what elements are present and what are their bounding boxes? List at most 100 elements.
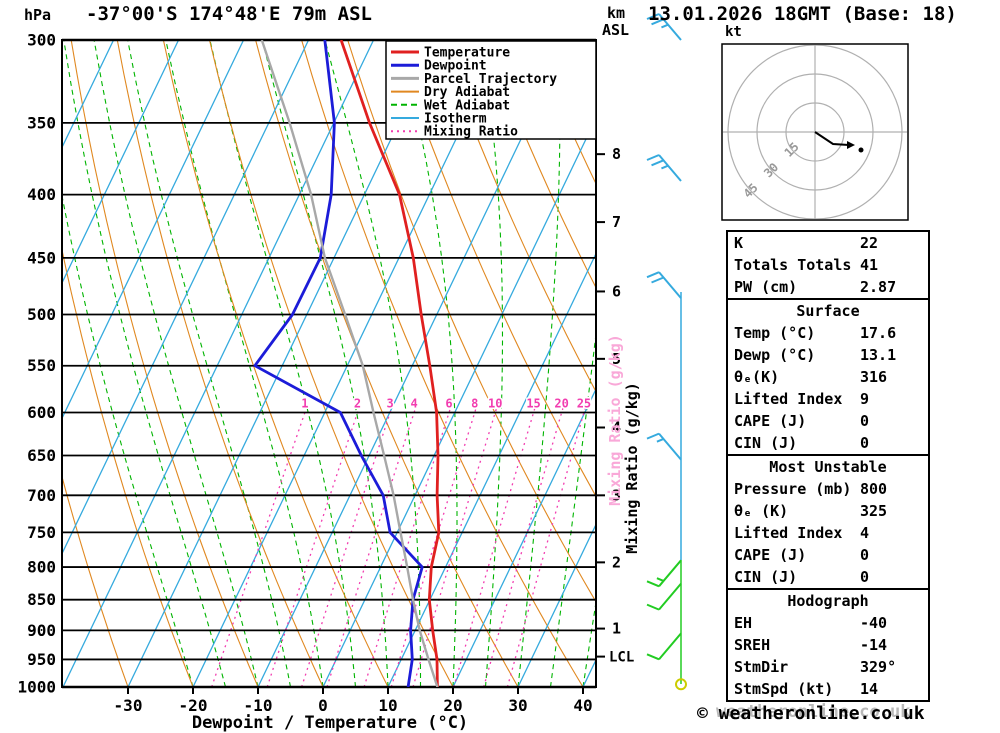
temperature-tick-label: 20	[443, 696, 462, 715]
table-row-label: Pressure (mb)	[734, 480, 852, 498]
table-row-label: EH	[734, 614, 753, 632]
pressure-tick-label: 650	[27, 446, 56, 465]
hodograph-dot	[858, 147, 864, 153]
mixing-ratio-labels: 1 2 3 4 6 8 10 15 20 25	[300, 395, 593, 412]
table-row-value: 325	[860, 502, 888, 520]
mixing-ratio-value: 15	[526, 396, 540, 410]
mixing-ratio-axis-label: Mixing Ratio (g/kg)	[623, 382, 641, 554]
table-row: PW (cm) 2.87	[728, 276, 928, 298]
altitude-axis-unit-asl: ASL	[602, 21, 630, 39]
km-tick-label: 1	[612, 620, 621, 638]
table-section-header: Most Unstable	[769, 458, 887, 476]
pressure-tick-label: 550	[27, 356, 56, 375]
table-row-label: θₑ (K)	[734, 502, 789, 520]
legend-entry-label: Mixing Ratio	[424, 125, 518, 140]
wind-barb	[646, 559, 682, 588]
altitude-axis: 8 7 6 5 4 3 2 1 LCL	[596, 145, 634, 666]
sounding-curves	[253, 40, 441, 687]
pressure-tick-label: 800	[27, 558, 56, 577]
legend-entry-label: Wet Adiabat	[424, 98, 510, 113]
table-row-label: Temp (°C)	[734, 324, 816, 342]
table-section-header: Surface	[796, 302, 860, 320]
table-row-value: 41	[860, 256, 879, 274]
km-tick-label: 5	[612, 350, 621, 368]
table-row-label: Totals Totals	[734, 256, 852, 274]
table-row-label: K	[734, 234, 744, 252]
plot-border	[61, 39, 597, 688]
km-tick-label: 7	[612, 213, 621, 231]
pressure-tick-label: 750	[27, 523, 56, 542]
km-tick-label: 3	[612, 486, 621, 504]
mixing-ratio-value: 1	[301, 396, 308, 410]
wind-barb	[646, 271, 682, 299]
dewpoint-curve	[253, 40, 424, 687]
table-section-header: Hodograph	[787, 592, 869, 610]
mixing-ratio-axis-label-pink: Mixing Ratio (g/kg)	[606, 334, 624, 506]
mixing-ratio-value: 10	[488, 396, 502, 410]
pressure-tick-label: 500	[27, 305, 56, 324]
table-row-label: Dewp (°C)	[734, 346, 816, 364]
table-row: SREH -14	[728, 634, 928, 656]
temperature-tick-label: 40	[573, 696, 592, 715]
table-row: Lifted Index 9	[728, 388, 928, 410]
table-section: K 22 Totals Totals 41 PW (cm) 2.87	[728, 232, 928, 300]
pressure-tick-label: 450	[27, 248, 56, 267]
table-row: K 22	[728, 232, 928, 254]
mixing-ratio-value: 25	[577, 396, 591, 410]
temperature-tick-label: -10	[244, 696, 273, 715]
wind-barb	[646, 582, 682, 611]
legend-entry-label: Isotherm	[424, 112, 487, 127]
wind-barb	[646, 632, 682, 661]
table-row-value: 0	[860, 568, 870, 586]
mixing-ratio-value: 20	[554, 396, 568, 410]
table-row-label: CIN (J)	[734, 568, 798, 586]
pressure-tick-label: 700	[27, 486, 56, 505]
table-section: Hodograph EH -40 SREH -14 StmDir 329° StmSpd (k…	[728, 590, 928, 700]
legend-entry-label: Dry Adiabat	[424, 85, 510, 100]
table-row: θₑ(K) 316	[728, 366, 928, 388]
mixing-ratio-value: 4	[410, 396, 417, 410]
table-row-label: Lifted Index	[734, 524, 843, 542]
wind-barb-column	[646, 13, 687, 691]
temperature-tick-label: -30	[114, 696, 143, 715]
pressure-tick-label: 950	[27, 650, 56, 669]
table-row-value: 4	[860, 524, 870, 542]
table-row: Dewp (°C) 13.1	[728, 344, 928, 366]
hodograph-arrowhead	[847, 141, 855, 149]
wind-barb	[646, 432, 682, 461]
table-row: StmDir 329°	[728, 656, 928, 678]
station-title: -37°00'S 174°48'E 79m ASL	[86, 3, 372, 25]
table-row-value: 2.87	[860, 278, 897, 296]
table-row-label: StmSpd (kt)	[734, 680, 834, 698]
wind-barb	[646, 13, 682, 41]
km-tick-label: 8	[612, 145, 621, 163]
table-row-value: 17.6	[860, 324, 897, 342]
wind-barb	[646, 154, 682, 182]
table-row-value: 9	[860, 390, 870, 408]
temperature-curve	[339, 40, 441, 687]
temperature-tick-label: -20	[179, 696, 208, 715]
mixing-ratio-value: 6	[445, 396, 452, 410]
table-row-value: 800	[860, 480, 888, 498]
table-row-value: 0	[860, 546, 870, 564]
table-row-value: 22	[860, 234, 879, 252]
table-row-label: StmDir	[734, 658, 789, 676]
km-tick-label: 4	[612, 419, 621, 437]
pressure-tick-label: 350	[27, 113, 56, 132]
table-row: Temp (°C) 17.6	[728, 322, 928, 344]
legend-entry-label: Temperature	[424, 46, 510, 61]
pressure-tick-label: 850	[27, 590, 56, 609]
copyright-text: © weatheronline.co.uk	[697, 703, 925, 724]
hodograph-unit-label: kt	[725, 24, 742, 40]
table-row-value: 13.1	[860, 346, 897, 364]
table-row: CAPE (J) 0	[728, 410, 928, 432]
altitude-axis-unit-km: km	[607, 4, 626, 22]
legend-entry-label: Dewpoint	[424, 59, 487, 74]
isotherms	[62, 40, 596, 687]
pressure-unit-label: hPa	[24, 6, 52, 24]
temperature-axis: -30 -20 -10 0 10 20 30 40 Dewpoint / Temperature…	[114, 687, 593, 733]
legend-entry-label: Parcel Trajectory	[424, 72, 557, 87]
